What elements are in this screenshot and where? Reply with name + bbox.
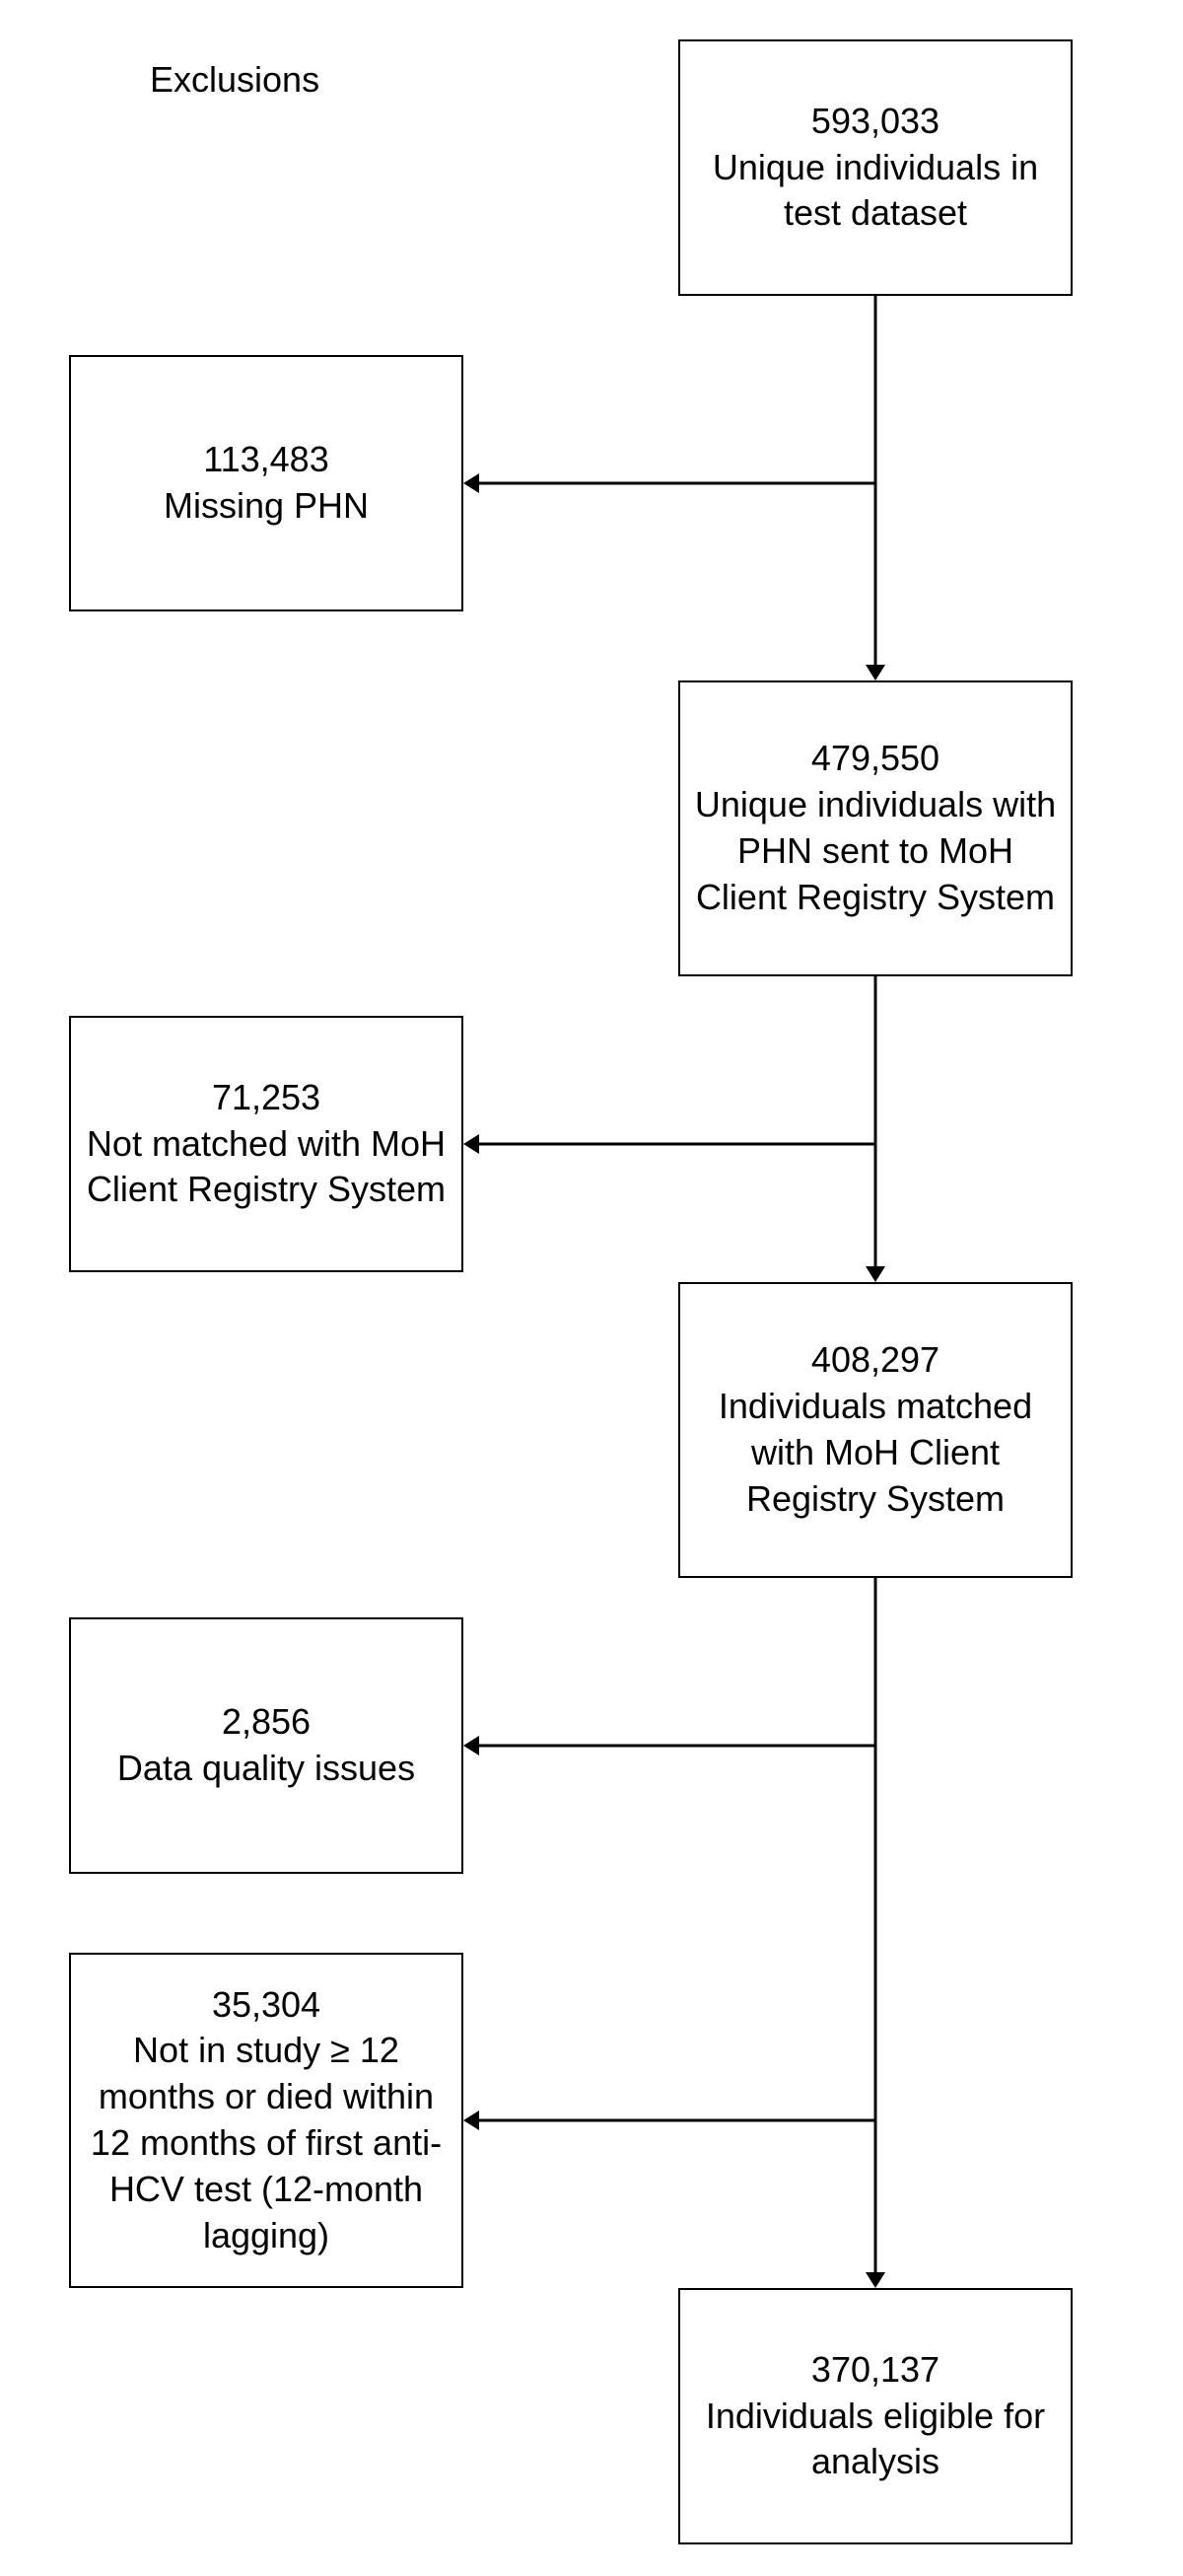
node-eligible-count: 370,137: [811, 2347, 939, 2394]
exclusion-study-duration-count: 35,304: [212, 1982, 320, 2029]
exclusion-missing-phn-count: 113,483: [203, 437, 328, 483]
exclusion-study-duration: 35,304 Not in study ≥ 12 months or died …: [69, 1953, 463, 2288]
node-matched-count: 408,297: [811, 1337, 939, 1384]
node-matched-label: Individuals matched with MoH Client Regi…: [692, 1384, 1059, 1522]
node-initial-count: 593,033: [811, 99, 939, 145]
exclusion-not-matched: 71,253 Not matched with MoH Client Regis…: [69, 1016, 463, 1272]
exclusion-not-matched-label: Not matched with MoH Client Registry Sys…: [83, 1121, 450, 1214]
exclusion-study-duration-label: Not in study ≥ 12 months or died within …: [83, 2028, 450, 2258]
node-eligible: 370,137 Individuals eligible for analysi…: [678, 2288, 1073, 2544]
exclusions-heading: Exclusions: [150, 59, 319, 101]
exclusions-heading-text: Exclusions: [150, 59, 319, 100]
exclusion-data-quality-count: 2,856: [222, 1699, 311, 1746]
node-with-phn-label: Unique individuals with PHN sent to MoH …: [692, 782, 1059, 920]
exclusion-data-quality-label: Data quality issues: [117, 1746, 415, 1792]
exclusion-not-matched-count: 71,253: [212, 1075, 320, 1121]
exclusion-missing-phn: 113,483 Missing PHN: [69, 355, 463, 611]
node-with-phn-count: 479,550: [811, 736, 939, 782]
exclusion-missing-phn-label: Missing PHN: [164, 483, 369, 530]
node-with-phn: 479,550 Unique individuals with PHN sent…: [678, 680, 1073, 976]
node-initial-label: Unique individuals in test dataset: [692, 145, 1059, 238]
node-matched: 408,297 Individuals matched with MoH Cli…: [678, 1282, 1073, 1578]
exclusion-data-quality: 2,856 Data quality issues: [69, 1617, 463, 1874]
node-initial-dataset: 593,033 Unique individuals in test datas…: [678, 39, 1073, 296]
node-eligible-label: Individuals eligible for analysis: [692, 2394, 1059, 2486]
